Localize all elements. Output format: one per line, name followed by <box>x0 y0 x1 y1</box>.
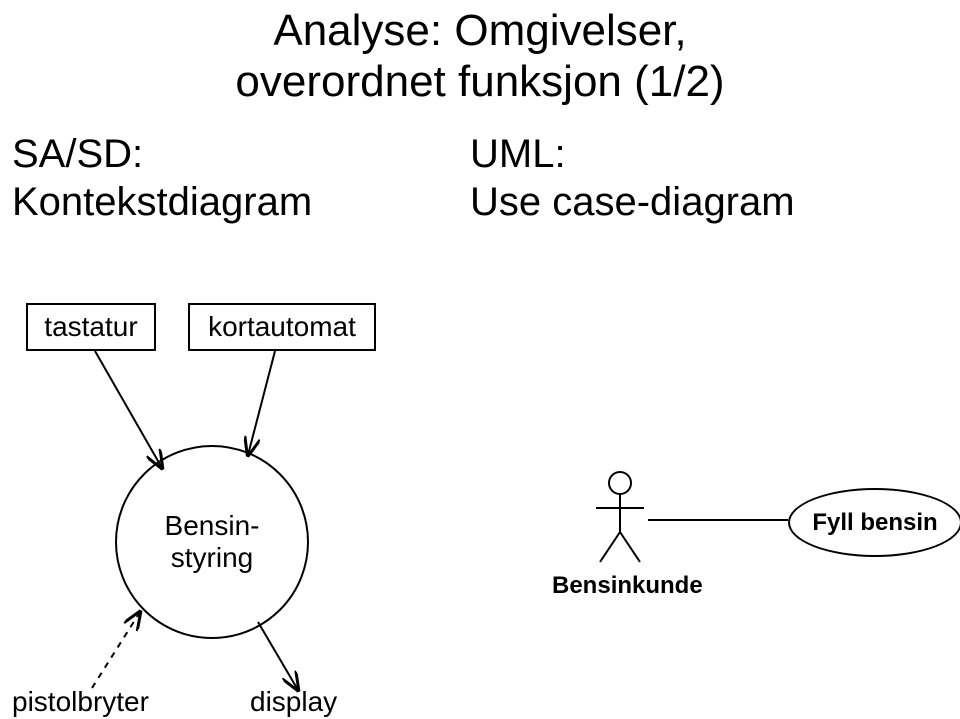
arrow-center-to-display <box>258 622 298 690</box>
usecase-ellipse: Fyll bensin <box>788 488 960 557</box>
center-process-circle: Bensin- styring <box>115 445 309 639</box>
actor-label: Bensinkunde <box>552 572 702 600</box>
arrow-tastatur-to-center <box>95 351 162 468</box>
box-tastatur: tastatur <box>26 303 156 351</box>
left-label-line-1: SA/SD: <box>12 132 143 176</box>
box-tastatur-label: tastatur <box>44 311 137 343</box>
title-line-1: Analyse: Omgivelser, <box>273 6 686 55</box>
external-pistolbryter-label: pistolbryter <box>12 686 149 718</box>
title-line-2: overordnet funksjon (1/2) <box>235 57 724 106</box>
right-label-line-2: Use case-diagram <box>470 180 795 224</box>
left-column-header: SA/SD: Kontekstdiagram <box>12 130 312 226</box>
external-display-label: display <box>250 686 337 718</box>
box-kortautomat: kortautomat <box>188 303 376 351</box>
right-label-line-1: UML: <box>470 132 566 176</box>
actor-icon <box>590 470 650 580</box>
center-process-label: Bensin- styring <box>165 510 260 574</box>
page-title: Analyse: Omgivelser, overordnet funksjon… <box>0 6 960 107</box>
box-kortautomat-label: kortautomat <box>208 311 356 343</box>
arrow-pistolbryter-to-center <box>92 612 140 688</box>
right-column-header: UML: Use case-diagram <box>470 130 795 226</box>
arrow-kortautomat-to-center <box>248 351 275 455</box>
usecase-label: Fyll bensin <box>812 509 937 537</box>
left-label-line-2: Kontekstdiagram <box>12 180 312 224</box>
